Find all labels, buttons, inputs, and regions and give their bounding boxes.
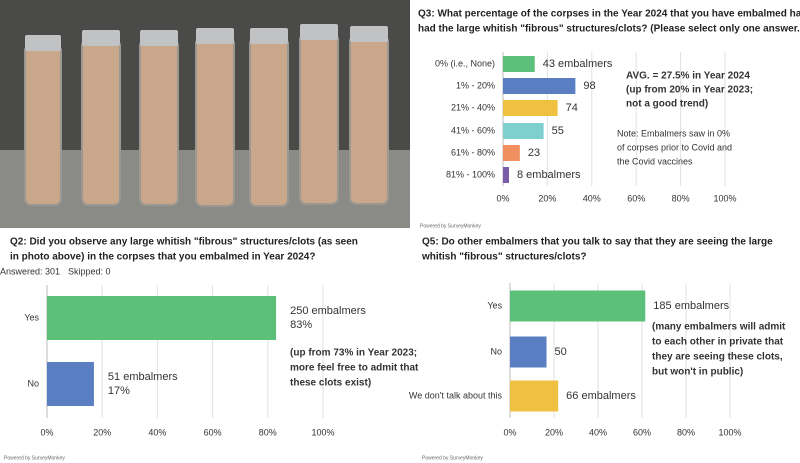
chart-title: had the large whitish "fibrous" structur… [418,24,800,35]
skipped: Skipped: 0 [68,266,111,276]
x-tick-label: 100% [713,193,736,203]
category-label: Yes [487,300,502,310]
bar [503,123,544,139]
chart-title: in photo above) in the corpses that you … [10,252,315,263]
annotation: (many embalmers will admit [652,322,786,333]
footer: Powered by SurveyMonkey [420,223,481,229]
bar [510,336,547,368]
chart-title: whitish "fibrous" structures/clots? [421,252,587,263]
annotation: they are seeing these clots, [652,352,783,363]
chart-title: Q5: Do other embalmers that you talk to … [422,237,773,248]
x-tick-label: 60% [633,427,651,437]
count-label: 98 [583,80,595,92]
x-tick-label: 80% [672,193,690,203]
annotation: more feel free to admit that [290,363,419,374]
chart-title: Q2: Did you observe any large whitish "f… [10,237,358,248]
annotation: the Covid vaccines [617,156,693,166]
annotation: AVG. = 27.5% in Year 2024 [626,71,750,82]
annotation: of corpses prior to Covid and [617,142,732,152]
bar [503,78,576,94]
annotation: these clots exist) [290,378,371,389]
count-label: 250 embalmers [290,305,366,317]
annotation: to each other in private that [652,337,784,348]
count-label: 51 embalmers [108,371,178,383]
x-tick-label: 60% [627,193,645,203]
category-label: 21% - 40% [451,102,495,112]
count-label: 185 embalmers [653,300,729,312]
footer: Powered by SurveyMonkey [4,455,65,461]
count-label: 23 [528,147,540,159]
x-tick-label: 20% [93,427,111,437]
x-tick-label: 0% [503,427,516,437]
x-tick-label: 80% [677,427,695,437]
x-tick-label: 20% [545,427,563,437]
bar [503,100,558,116]
annotation: not a good trend) [626,99,708,110]
category-label: No [490,346,502,356]
category-label: We don't talk about this [409,390,503,400]
x-tick-label: 20% [538,193,556,203]
count-label: 74 [566,102,578,114]
bar [510,380,559,412]
bar [503,145,520,161]
bar [503,167,509,183]
answered: Answered: 301 [0,266,60,276]
footer: Powered by SurveyMonkey [422,455,483,461]
category-label: 81% - 100% [446,169,495,179]
x-tick-label: 40% [148,427,166,437]
bar [510,290,646,322]
annotation: (up from 73% in Year 2023; [290,348,417,359]
annotation: (up from 20% in Year 2023; [626,85,753,96]
value-label: 83% [290,319,312,331]
bar [503,56,535,72]
count-label: 66 embalmers [566,390,636,402]
category-label: 0% (i.e., None) [435,58,495,68]
bar [47,296,277,340]
category-label: 1% - 20% [456,80,495,90]
annotation: but won't in public) [652,367,743,378]
count-label: 8 embalmers [517,169,581,181]
chart-title: Q3: What percentage of the corpses in th… [418,9,800,20]
value-label: 17% [108,385,130,397]
category-label: 61% - 80% [451,147,495,157]
count-label: 55 [552,125,564,137]
bar [47,362,94,406]
x-tick-label: 0% [40,427,53,437]
category-label: No [27,378,39,388]
count-label: 50 [555,346,567,358]
x-tick-label: 60% [204,427,222,437]
category-label: 41% - 60% [451,125,495,135]
x-tick-label: 100% [718,427,741,437]
photo [0,0,410,228]
x-tick-label: 40% [583,193,601,203]
annotation: Note: Embalmers saw in 0% [617,128,730,138]
category-label: Yes [24,312,39,322]
x-tick-label: 40% [589,427,607,437]
x-tick-label: 0% [496,193,509,203]
x-tick-label: 80% [259,427,277,437]
x-tick-label: 100% [311,427,334,437]
count-label: 43 embalmers [543,58,613,70]
